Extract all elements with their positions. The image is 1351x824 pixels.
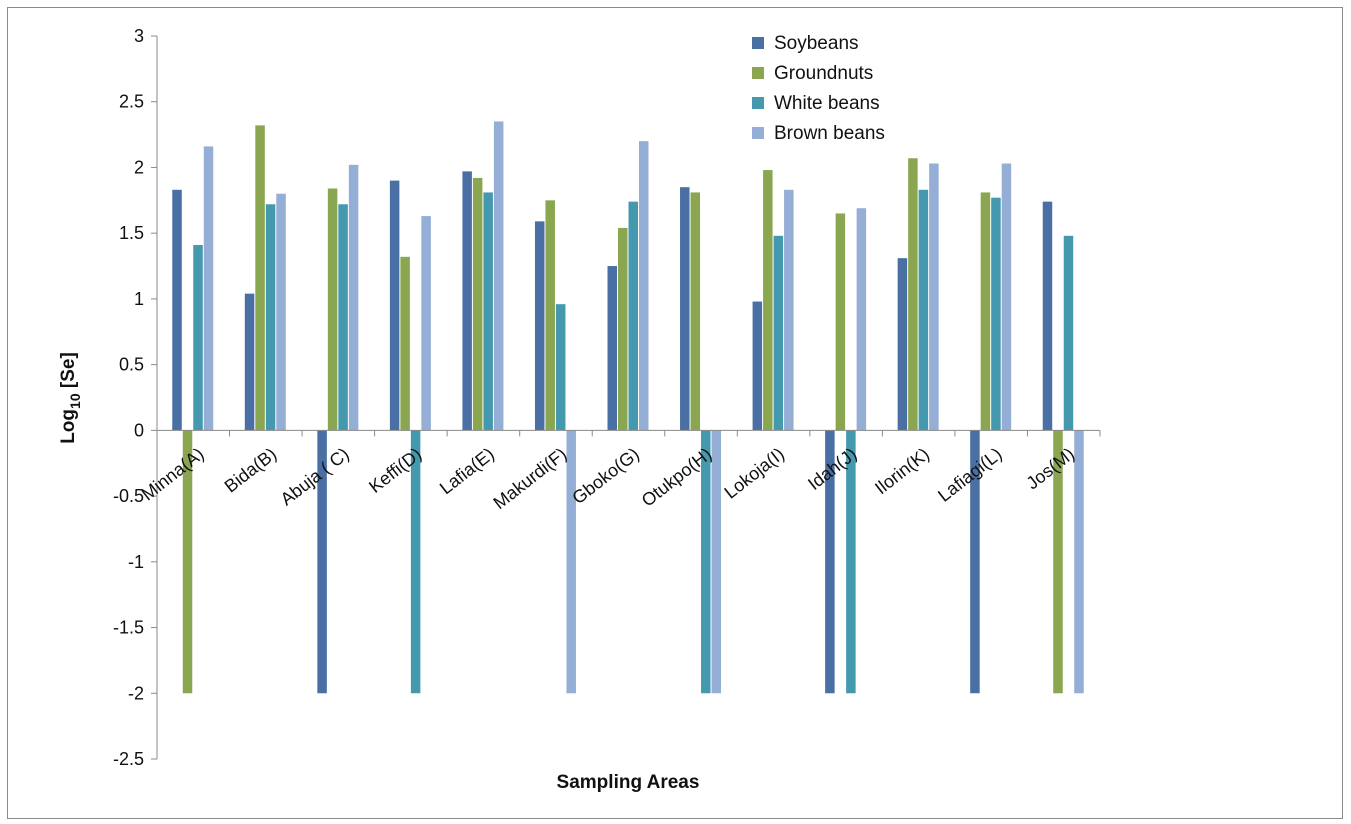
bar-groundnuts: [472, 177, 483, 431]
bar-groundnuts: [980, 192, 991, 431]
x-category-label: Makurdi(F): [490, 444, 571, 513]
bar-soybeans: [825, 430, 835, 694]
bar-soybeans: [752, 301, 763, 431]
bar-brown-beans: [348, 164, 359, 431]
y-tick-label: 2: [134, 157, 144, 177]
x-category-label: Ilorin(K): [871, 444, 933, 499]
legend-label: Soybeans: [774, 33, 859, 54]
bar-soybeans: [534, 221, 545, 431]
bar-soybeans: [1042, 201, 1053, 431]
bar-soybeans: [244, 293, 255, 431]
bar-groundnuts: [835, 213, 846, 431]
bar-white-beans: [918, 189, 929, 431]
y-axis-ticks: 3 2.5 2 1.5 1 0.5 0 -0.5 -1 -1.5 -2 -2.5: [113, 26, 157, 769]
bar-soybeans: [317, 430, 327, 694]
bar-soybeans: [970, 430, 980, 694]
bar-white-beans: [773, 235, 784, 431]
bar-soybeans: [172, 189, 182, 431]
axes: [156, 36, 1100, 759]
legend-label: Groundnuts: [774, 63, 873, 84]
bar-white-beans: [701, 430, 711, 694]
bar-brown-beans: [493, 121, 504, 431]
legend-label: White beans: [774, 93, 880, 114]
bar-groundnuts: [400, 256, 410, 431]
bar-groundnuts: [255, 125, 265, 431]
bar-groundnuts: [327, 188, 338, 431]
bar-brown-beans: [566, 430, 576, 694]
x-category-label: Bida(B): [221, 444, 281, 497]
chart-frame: [7, 7, 1343, 819]
bar-groundnuts: [182, 430, 193, 694]
y-tick-label: -2.5: [113, 749, 144, 769]
bar-groundnuts: [763, 170, 773, 431]
bar-white-beans: [846, 430, 856, 694]
x-category-label: Gboko(G): [568, 444, 643, 508]
bar-white-beans: [265, 204, 276, 431]
bar-groundnuts: [908, 158, 918, 431]
bar-groundnuts: [1053, 430, 1063, 694]
bar-brown-beans: [929, 163, 939, 431]
y-tick-label: 0.5: [119, 355, 144, 375]
bar-soybeans: [897, 258, 908, 431]
bar-white-beans: [991, 197, 1001, 431]
bar-brown-beans: [784, 189, 794, 431]
y-tick-label: 0: [134, 420, 144, 440]
bar-groundnuts: [618, 227, 628, 431]
bar-white-beans: [628, 201, 638, 431]
y-tick-label: -2: [128, 683, 144, 703]
category-labels: Minna(A) Bida(B)Abuja ( C) Keffi(D) Lafia(E…: [138, 444, 1078, 513]
x-category-label: Lokoja(I): [721, 444, 788, 503]
legend-swatch: [752, 97, 764, 109]
bar-brown-beans: [1074, 430, 1084, 694]
bar-brown-beans: [1001, 163, 1012, 431]
x-axis-ticks: [156, 430, 1101, 437]
bar-brown-beans: [711, 430, 722, 694]
legend: Soybeans Groundnuts White beans Brown beans: [752, 33, 885, 144]
legend-swatch: [752, 67, 764, 79]
x-axis-title: Sampling Areas: [557, 772, 700, 793]
x-category-label: Minna(A): [138, 444, 208, 505]
y-tick-label: -1: [128, 552, 144, 572]
bar-white-beans: [555, 304, 566, 431]
y-tick-label: -1.5: [113, 618, 144, 638]
x-category-label: Lafiagi(L): [934, 444, 1005, 506]
bar-white-beans: [410, 430, 421, 694]
bars: [172, 121, 1084, 694]
x-category-label: Abuja ( C): [277, 444, 353, 510]
bar-soybeans: [389, 180, 400, 431]
bar-white-beans: [1063, 235, 1074, 431]
bar-white-beans: [338, 204, 348, 431]
y-tick-label: 2.5: [119, 92, 144, 112]
y-tick-label: 1.5: [119, 223, 144, 243]
bar-soybeans: [462, 171, 472, 431]
bar-brown-beans: [856, 208, 867, 431]
bar-brown-beans: [203, 146, 214, 431]
bar-groundnuts: [545, 200, 555, 431]
bar-white-beans: [193, 245, 203, 431]
bar-brown-beans: [276, 193, 286, 431]
bar-white-beans: [483, 192, 493, 431]
x-category-label: Lafia(E): [436, 444, 498, 499]
y-tick-label: 1: [134, 289, 144, 309]
bar-brown-beans: [639, 141, 649, 431]
legend-swatch: [752, 37, 764, 49]
y-tick-label: 3: [134, 26, 144, 46]
y-tick-label: -0.5: [113, 486, 144, 506]
y-axis-title: Log10 [Se]: [58, 352, 83, 444]
bar-soybeans: [607, 266, 617, 431]
legend-label: Brown beans: [774, 123, 885, 144]
bar-groundnuts: [690, 192, 701, 431]
legend-swatch: [752, 127, 764, 139]
bar-soybeans: [680, 187, 690, 431]
x-category-label: Jos(M): [1023, 444, 1079, 494]
bar-brown-beans: [421, 216, 431, 431]
